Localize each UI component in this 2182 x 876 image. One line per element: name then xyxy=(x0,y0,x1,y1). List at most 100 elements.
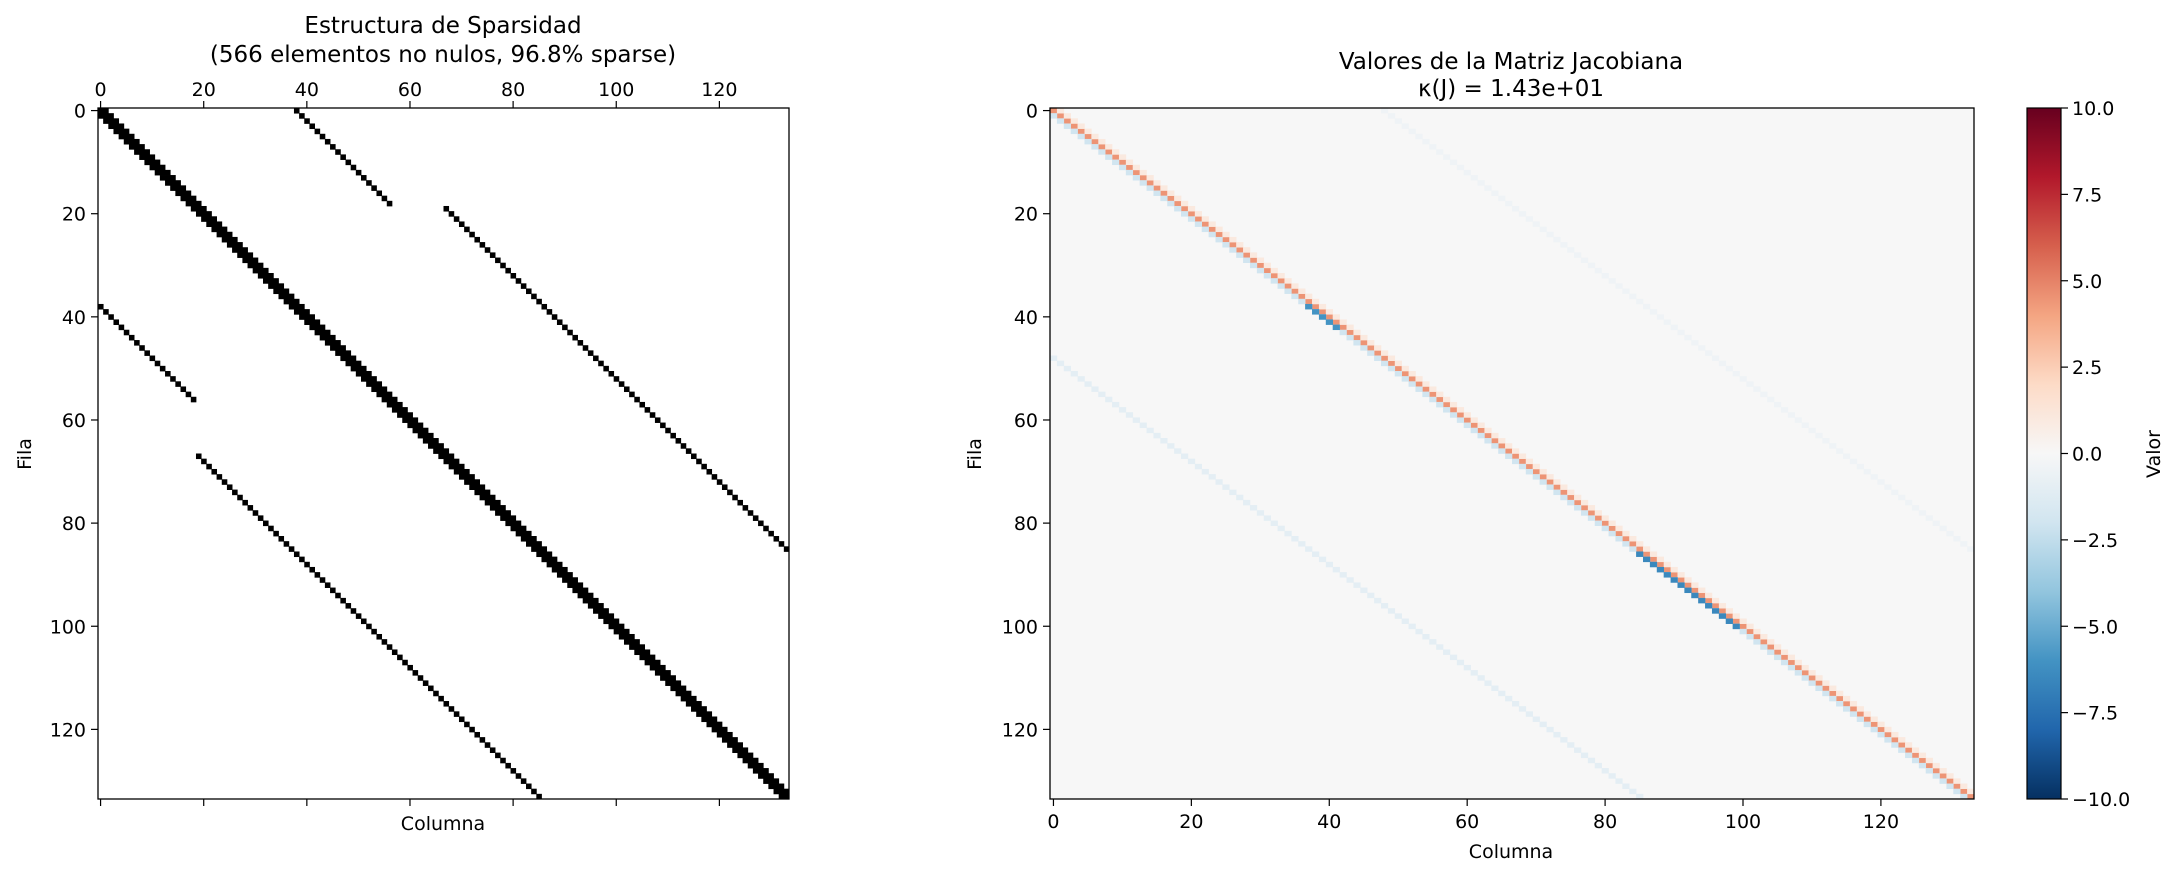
values-cell-diagonal xyxy=(1567,494,1575,501)
values-cell-super-diagonal xyxy=(1518,453,1527,459)
sparsity-subtitle: (566 elementos no nulos, 96.8% sparse) xyxy=(210,42,676,68)
values-cell-super-diagonal xyxy=(1870,716,1878,722)
sparsity-cell-upper-band-b xyxy=(577,340,584,346)
values-cell-lower-coupling xyxy=(1056,360,1065,367)
sparsity-cell-main-diagonal xyxy=(118,133,135,140)
values-cell-super-diagonal xyxy=(1698,587,1706,594)
values-cell-diagonal xyxy=(1580,505,1589,511)
values-cell-upper-coupling xyxy=(1877,479,1885,485)
values-cell-super-diagonal xyxy=(1249,252,1258,258)
sparsity-cell-upper-band-b xyxy=(453,216,460,222)
values-cell-super-diagonal xyxy=(1836,690,1844,697)
sparsity-cell-upper-band-b xyxy=(458,221,465,228)
values-cell-sub-diagonal xyxy=(1208,231,1216,238)
values-cell-lower-coupling xyxy=(1636,793,1644,800)
values-cell-diagonal xyxy=(1312,303,1320,310)
sparsity-cell-main-diagonal xyxy=(623,639,640,645)
values-cell-super-diagonal xyxy=(1746,623,1754,630)
values-cell-lower-coupling xyxy=(1077,376,1085,382)
values-cell-sub-diagonal xyxy=(1339,329,1347,336)
values-cell-diagonal xyxy=(1525,463,1533,470)
values-cell-lower-coupling xyxy=(1263,515,1271,521)
values-cell-super-diagonal xyxy=(1663,561,1671,568)
values-cell-sub-diagonal xyxy=(1780,659,1789,666)
values-cell-super-diagonal xyxy=(1711,597,1720,604)
values-cell-super-diagonal xyxy=(1215,226,1223,233)
values-cell-lower-coupling xyxy=(1567,742,1575,748)
values-subtitle: κ(J) = 1.43e+01 xyxy=(1418,76,1604,102)
values-cell-lower-coupling xyxy=(1491,685,1499,692)
values-cell-diagonal xyxy=(1477,427,1485,434)
sparsity-cell-main-diagonal xyxy=(562,577,578,583)
values-cell-sub-diagonal xyxy=(1077,133,1085,140)
sparsity-cell-upper-band-b xyxy=(623,386,630,393)
sparsity-cell-lower-band-a xyxy=(149,355,156,362)
values-cell-upper-coupling xyxy=(1394,118,1402,124)
sparsity-xtick-label: 40 xyxy=(295,79,319,101)
values-cell-lower-coupling xyxy=(1539,721,1547,728)
values-cell-upper-coupling xyxy=(1808,427,1816,434)
values-cell-lower-coupling xyxy=(1456,659,1465,666)
values-cell-upper-coupling xyxy=(1849,458,1858,465)
sparsity-cell-main-diagonal xyxy=(639,654,656,661)
sparsity-cell-lower-band-b xyxy=(386,644,393,650)
values-cell-lower-coupling xyxy=(1256,510,1265,516)
values-cell-super-diagonal xyxy=(1553,479,1561,485)
sparsity-cell-upper-band-b xyxy=(546,309,553,315)
values-cell-super-diagonal xyxy=(1946,773,1954,779)
values-cell-super-diagonal xyxy=(1932,762,1940,769)
values-cell-upper-coupling xyxy=(1911,505,1920,511)
values-cell-sub-diagonal xyxy=(1574,505,1582,511)
values-cell-diagonal xyxy=(1822,685,1830,692)
values-cell-super-diagonal xyxy=(1070,118,1078,124)
values-cell-diagonal xyxy=(1443,401,1451,408)
sparsity-cell-main-diagonal xyxy=(763,778,780,784)
values-cell-lower-coupling xyxy=(1118,407,1127,413)
values-cell-diagonal xyxy=(1746,628,1754,635)
values-cell-super-diagonal xyxy=(1967,788,1975,795)
sparsity-cell-upper-band-b xyxy=(660,422,666,429)
sparsity-cell-main-diagonal xyxy=(680,695,697,702)
values-cell-upper-coupling xyxy=(1801,422,1809,429)
sparsity-cell-upper-band-b xyxy=(443,205,450,212)
values-cell-diagonal xyxy=(1394,365,1402,372)
sparsity-cell-lower-band-b xyxy=(335,592,341,599)
values-cell-sub-diagonal xyxy=(1753,639,1761,645)
sparsity-cell-upper-band-b xyxy=(752,515,759,521)
values-cell-super-diagonal xyxy=(1312,298,1320,305)
sparsity-cell-upper-band-a xyxy=(314,128,321,135)
values-cell-lower-coupling xyxy=(1374,597,1382,604)
values-cell-diagonal xyxy=(1925,762,1933,769)
values-cell-sub-diagonal xyxy=(1091,144,1099,150)
values-cell-lower-coupling xyxy=(1505,695,1513,702)
values-cell-super-diagonal xyxy=(1408,370,1416,377)
values-cell-diagonal xyxy=(1277,278,1285,284)
values-cell-upper-coupling xyxy=(1932,520,1940,526)
sparsity-cell-upper-band-a xyxy=(293,108,300,114)
sparsity-cell-upper-band-a xyxy=(360,175,367,181)
values-cell-blocks-86-100 xyxy=(1698,597,1706,604)
sparsity-cell-main-diagonal xyxy=(716,731,733,738)
values-cell-lower-coupling xyxy=(1050,355,1058,361)
colorbar-tick-label: 10.0 xyxy=(2072,98,2114,120)
sparsity-cell-lower-band-b xyxy=(324,582,331,588)
values-cell-super-diagonal xyxy=(1491,432,1499,439)
values-cell-lower-coupling xyxy=(1146,427,1154,434)
values-cell-upper-coupling xyxy=(1498,195,1506,202)
values-cell-super-diagonal xyxy=(1374,345,1382,351)
values-cell-super-diagonal xyxy=(1918,752,1927,759)
sparsity-title: Estructura de Sparsidad xyxy=(304,13,581,39)
values-cell-sub-diagonal xyxy=(1401,376,1409,382)
sparsity-cell-main-diagonal xyxy=(737,752,754,759)
values-cell-super-diagonal xyxy=(1677,572,1685,578)
values-cell-sub-diagonal xyxy=(1277,283,1285,289)
sparsity-ylabel: Fila xyxy=(14,438,36,470)
values-cell-super-diagonal xyxy=(1318,303,1327,310)
sparsity-cell-upper-band-b xyxy=(448,211,455,217)
sparsity-cell-lower-band-b xyxy=(226,484,233,490)
values-cell-upper-coupling xyxy=(1836,448,1844,454)
sparsity-cell-upper-band-a xyxy=(324,138,331,145)
sparsity-cell-main-diagonal xyxy=(355,370,372,377)
sparsity-cell-lower-band-b xyxy=(479,737,486,743)
values-cell-sub-diagonal xyxy=(1380,360,1389,367)
